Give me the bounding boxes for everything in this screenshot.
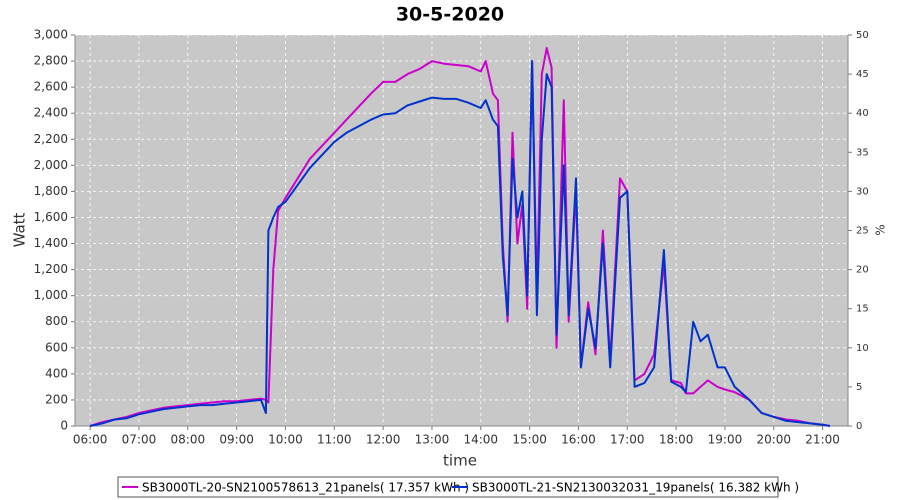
y2-tick-label: 10 <box>856 343 869 354</box>
y-tick-label: 2,000 <box>34 158 68 172</box>
x-tick-label: 08:00 <box>171 433 206 447</box>
x-tick-label: 18:00 <box>659 433 694 447</box>
x-tick-label: 15:00 <box>512 433 547 447</box>
legend-box <box>117 476 779 498</box>
y-tick-label: 1,400 <box>34 236 68 250</box>
x-tick-label: 13:00 <box>415 433 450 447</box>
y-tick-label: 800 <box>45 314 68 328</box>
y2-tick-label: 25 <box>856 226 869 237</box>
plot-area <box>75 35 848 426</box>
x-tick-label: 19:00 <box>708 433 743 447</box>
x-tick-label: 11:00 <box>317 433 352 447</box>
y2-tick-label: 50 <box>856 30 869 41</box>
y2-tick-label: 5 <box>856 382 862 393</box>
x-axis-label: time <box>443 452 477 470</box>
y2-tick-label: 20 <box>856 265 869 276</box>
y-tick-label: 200 <box>45 392 68 406</box>
y-tick-label: 3,000 <box>34 28 68 42</box>
y-tick-label: 2,600 <box>34 80 68 94</box>
x-tick-label: 14:00 <box>463 433 498 447</box>
x-tick-label: 07:00 <box>122 433 157 447</box>
y-tick-label: 1,800 <box>34 184 68 198</box>
y-tick-label: 600 <box>45 340 68 354</box>
x-tick-label: 17:00 <box>610 433 645 447</box>
y-tick-label: 400 <box>45 366 68 380</box>
y-tick-label: 0 <box>60 419 68 433</box>
y2-tick-label: 30 <box>856 186 869 197</box>
y2-tick-label: 15 <box>856 304 869 315</box>
x-tick-label: 09:00 <box>219 433 254 447</box>
y2-tick-label: 45 <box>856 69 869 80</box>
x-tick-label: 21:00 <box>805 433 840 447</box>
y2-tick-label: 0 <box>856 421 862 432</box>
y-axis-label: Watt <box>11 212 29 247</box>
y-tick-label: 2,800 <box>34 54 68 68</box>
x-tick-label: 16:00 <box>561 433 596 447</box>
y-tick-label: 1,600 <box>34 210 68 224</box>
x-tick-label: 10:00 <box>268 433 303 447</box>
y-tick-label: 2,400 <box>34 106 68 120</box>
y2-tick-label: 35 <box>856 147 869 158</box>
x-tick-label: 06:00 <box>73 433 108 447</box>
y-tick-label: 1,000 <box>34 288 68 302</box>
y-tick-label: 1,200 <box>34 262 68 276</box>
y2-tick-label: 40 <box>856 108 869 119</box>
y-tick-label: 2,200 <box>34 132 68 146</box>
legend-label: SB3000TL-20-SN2100578613_21panels( 17.35… <box>142 481 469 495</box>
y2-axis-label: % <box>874 224 888 235</box>
series-line <box>89 60 831 427</box>
x-tick-label: 12:00 <box>366 433 401 447</box>
legend-label: SB3000TL-21-SN2130032031_19panels( 16.38… <box>472 481 799 495</box>
x-tick-label: 20:00 <box>756 433 791 447</box>
chart-title: 30-5-2020 <box>396 4 504 26</box>
